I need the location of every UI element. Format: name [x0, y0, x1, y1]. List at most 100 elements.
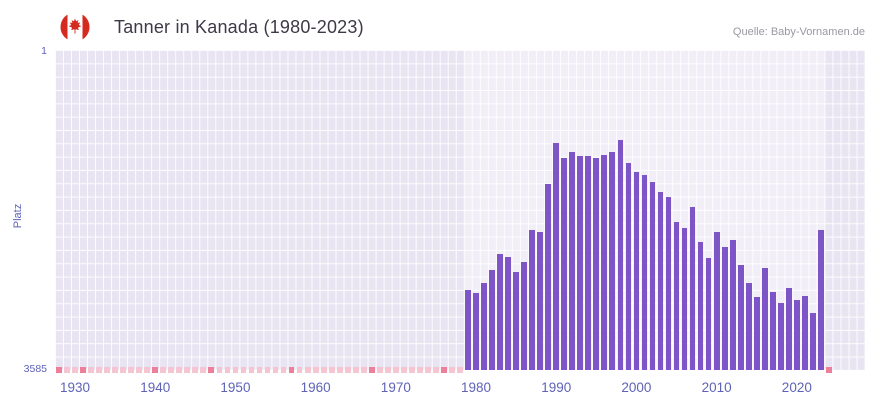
no-data-tick-1975[interactable]	[433, 367, 439, 373]
no-data-tick-1970[interactable]	[392, 367, 399, 373]
bar-1993[interactable]	[577, 156, 584, 370]
bar-1982[interactable]	[489, 270, 495, 370]
no-data-tick-1932[interactable]	[88, 367, 94, 373]
bar-1985[interactable]	[513, 271, 520, 370]
no-data-tick-1944[interactable]	[184, 367, 191, 373]
no-data-tick-1951[interactable]	[240, 367, 247, 373]
no-data-tick-1946[interactable]	[200, 367, 207, 373]
no-data-tick-1954[interactable]	[264, 367, 271, 373]
no-data-tick-1950[interactable]	[232, 367, 239, 373]
no-data-tick-1978[interactable]	[457, 367, 463, 373]
no-data-tick-1953[interactable]	[256, 367, 263, 373]
bar-1990[interactable]	[553, 142, 560, 370]
no-data-tick-1963[interactable]	[336, 367, 343, 373]
no-data-tick-1952[interactable]	[248, 367, 255, 373]
no-data-tick-1937[interactable]	[128, 367, 135, 373]
no-data-tick-1949[interactable]	[224, 367, 231, 373]
bar-2012[interactable]	[729, 240, 736, 370]
bar-2001[interactable]	[641, 174, 648, 370]
bar-2011[interactable]	[721, 246, 728, 370]
no-data-tick-1968[interactable]	[376, 367, 383, 373]
no-data-tick-1977[interactable]	[449, 367, 455, 373]
bar-2020[interactable]	[793, 299, 800, 370]
bar-1995[interactable]	[593, 157, 600, 370]
no-data-tick-1959[interactable]	[304, 367, 311, 373]
no-data-tick-1972[interactable]	[408, 367, 415, 373]
no-data-tick-1941[interactable]	[160, 367, 167, 373]
no-data-tick-1956[interactable]	[280, 367, 287, 373]
bar-2022[interactable]	[809, 313, 816, 370]
bar-2010[interactable]	[713, 232, 720, 370]
no-data-tick-1966[interactable]	[360, 367, 367, 373]
no-data-tick-1936[interactable]	[120, 367, 127, 373]
bar-2016[interactable]	[761, 267, 768, 370]
bar-1989[interactable]	[545, 183, 552, 370]
bar-2021[interactable]	[801, 295, 808, 370]
no-data-tick-1965[interactable]	[352, 367, 359, 373]
bar-1979[interactable]	[465, 290, 471, 370]
bar-1992[interactable]	[569, 151, 576, 370]
x-tick-label-1980: 1980	[461, 380, 492, 395]
bar-1991[interactable]	[561, 157, 568, 370]
bar-2013[interactable]	[737, 265, 744, 370]
no-data-tick-1934[interactable]	[104, 367, 110, 373]
no-data-tick-1960[interactable]	[312, 367, 319, 373]
no-data-tick-1962[interactable]	[328, 367, 335, 373]
bar-1980[interactable]	[473, 292, 479, 370]
no-data-tick-1955[interactable]	[272, 367, 279, 373]
bar-2014[interactable]	[745, 282, 752, 370]
bar-1984[interactable]	[505, 257, 511, 370]
no-data-tick-1964[interactable]	[344, 367, 351, 373]
no-data-tick-1967[interactable]	[368, 367, 375, 373]
no-data-tick-1939[interactable]	[144, 367, 151, 373]
bar-1996[interactable]	[601, 154, 608, 370]
bar-1997[interactable]	[609, 151, 616, 370]
bar-2017[interactable]	[769, 291, 776, 370]
no-data-tick-1969[interactable]	[384, 367, 391, 373]
no-data-tick-1929[interactable]	[64, 367, 70, 373]
bar-2019[interactable]	[785, 287, 792, 370]
y-axis-title: Platz	[12, 203, 24, 229]
bar-2003[interactable]	[657, 191, 664, 370]
no-data-tick-1957[interactable]	[288, 367, 295, 373]
no-data-tick-1976[interactable]	[441, 367, 447, 373]
bar-2002[interactable]	[649, 182, 656, 370]
no-data-tick-1961[interactable]	[320, 367, 327, 373]
bar-1981[interactable]	[481, 282, 487, 370]
bar-2006[interactable]	[681, 228, 688, 370]
no-data-tick-2024[interactable]	[826, 367, 832, 373]
bar-2005[interactable]	[673, 221, 680, 370]
no-data-tick-1948[interactable]	[216, 367, 223, 373]
bar-1986[interactable]	[521, 261, 528, 370]
no-data-tick-1943[interactable]	[176, 367, 183, 373]
x-tick-label-1950: 1950	[220, 380, 251, 395]
bar-1987[interactable]	[529, 229, 536, 370]
bar-2007[interactable]	[689, 207, 696, 370]
no-data-tick-1938[interactable]	[136, 367, 143, 373]
no-data-tick-1945[interactable]	[192, 367, 199, 373]
bar-1998[interactable]	[617, 140, 624, 370]
no-data-tick-1942[interactable]	[168, 367, 175, 373]
bar-1994[interactable]	[585, 156, 592, 370]
no-data-tick-1958[interactable]	[296, 367, 303, 373]
bar-1988[interactable]	[537, 232, 544, 370]
no-data-tick-1933[interactable]	[96, 367, 102, 373]
bar-2018[interactable]	[777, 303, 784, 370]
no-data-tick-1971[interactable]	[400, 367, 407, 373]
no-data-tick-1973[interactable]	[417, 367, 423, 373]
no-data-tick-1930[interactable]	[72, 367, 78, 373]
no-data-tick-1931[interactable]	[80, 367, 86, 373]
bar-1983[interactable]	[497, 253, 503, 370]
bar-2008[interactable]	[697, 241, 704, 370]
no-data-tick-1935[interactable]	[112, 367, 119, 373]
no-data-tick-1947[interactable]	[208, 367, 215, 373]
no-data-tick-1940[interactable]	[152, 367, 159, 373]
bar-2009[interactable]	[705, 257, 712, 370]
bar-2015[interactable]	[753, 296, 760, 370]
no-data-tick-1974[interactable]	[425, 367, 431, 373]
bar-1999[interactable]	[625, 162, 632, 370]
bar-2000[interactable]	[633, 171, 640, 370]
bar-2004[interactable]	[665, 196, 672, 370]
bar-2023[interactable]	[818, 229, 824, 370]
no-data-tick-1928[interactable]	[56, 367, 62, 373]
